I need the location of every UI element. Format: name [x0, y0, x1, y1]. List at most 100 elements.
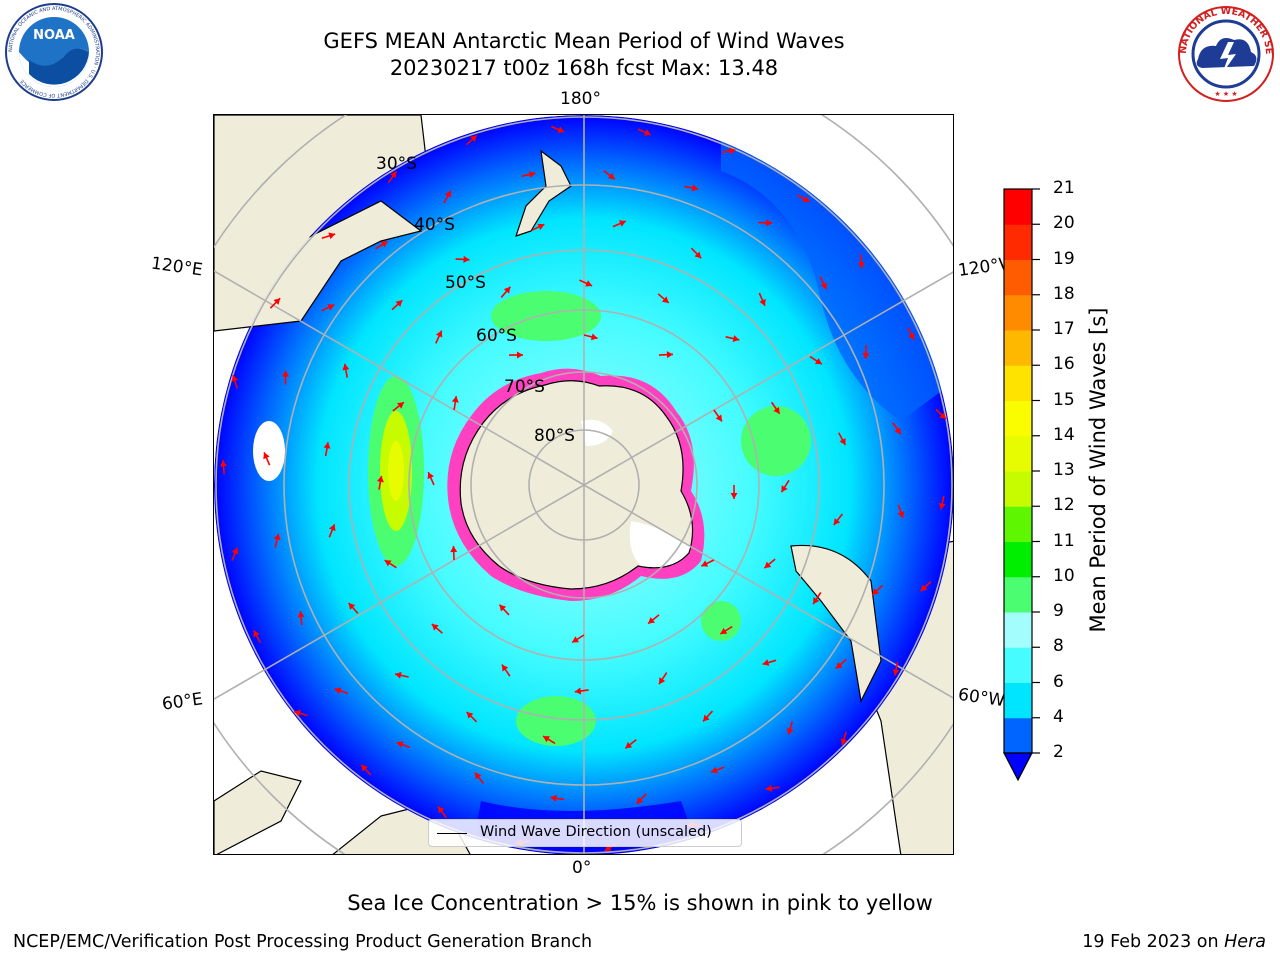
legend-line-sample	[437, 833, 467, 834]
colorbar-tick-label: 21	[1053, 178, 1075, 198]
wave-direction-arrowhead	[437, 806, 445, 814]
colorbar-bin	[1004, 435, 1032, 472]
wind-wave-direction-arrows	[219, 125, 947, 852]
wave-direction-arrowhead	[759, 298, 766, 306]
colorbar-tick-label: 10	[1053, 565, 1075, 586]
wave-direction-arrowhead	[691, 184, 699, 192]
wave-direction-arrowhead	[396, 741, 404, 748]
wave-direction-arrowhead	[342, 363, 350, 371]
wave-direction-arrowhead	[328, 232, 336, 240]
wave-direction-arrowhead	[636, 797, 644, 804]
colorbar-tick-label: 16	[1053, 354, 1075, 375]
wave-direction-arrowhead	[431, 624, 439, 631]
wave-direction-arrowhead	[435, 330, 443, 338]
wave-direction-arrowhead	[503, 286, 511, 294]
lat-label-30s: 30°S	[376, 154, 417, 174]
colorbar-bin	[1004, 365, 1032, 401]
wave-direction-arrowhead	[802, 195, 810, 202]
wave-direction-arrowhead	[282, 370, 290, 377]
colorbar-bin	[1004, 400, 1032, 437]
wave-direction-arrowhead	[862, 352, 870, 359]
wave-direction-arrowhead	[857, 262, 865, 269]
colorbar-tick-label: 4	[1053, 706, 1064, 727]
colorbar-bin	[1004, 294, 1032, 331]
wave-direction-arrowhead	[390, 171, 397, 179]
wave-direction-arrowhead	[470, 135, 477, 142]
wave-direction-arrowhead	[361, 764, 368, 772]
wave-direction-arrowhead	[894, 427, 901, 435]
wave-direction-arrowhead	[786, 728, 794, 735]
wave-direction-arrowhead	[273, 298, 281, 305]
run-host: Hera	[1224, 932, 1266, 952]
run-date-prefix: 19 Feb 2023 on	[1082, 932, 1225, 952]
lon-label-60e: 60°E	[160, 689, 205, 715]
wave-direction-arrowhead	[607, 172, 615, 180]
wave-direction-arrowhead	[730, 493, 738, 499]
colorbar-tick-label: 12	[1053, 495, 1075, 516]
wave-direction-arrowhead	[231, 375, 239, 382]
wave-direction-arrowhead	[557, 126, 565, 133]
colorbar-tick-label: 17	[1053, 319, 1075, 339]
wave-direction-arrowhead	[585, 280, 593, 287]
wave-direction-arrowhead	[814, 357, 822, 365]
wave-direction-arrowhead	[604, 844, 612, 851]
colorbar-bin	[1004, 189, 1032, 225]
lat-label-60s: 60°S	[476, 326, 517, 346]
wave-direction-arrowhead	[444, 190, 451, 198]
wave-direction-arrowhead	[938, 502, 946, 510]
wave-direction-arrowhead	[694, 251, 702, 259]
wave-direction-arrowhead	[327, 304, 335, 311]
wave-direction-arrowhead	[835, 662, 843, 669]
colorbar-under-triangle	[1003, 752, 1033, 782]
colorbar-tick-label: 11	[1053, 530, 1075, 551]
nws-logo: NATIONAL WEATHER SERVICE ★ ★ ★	[1176, 4, 1274, 102]
legend-label: Wind Wave Direction (unscaled)	[480, 824, 712, 840]
colorbar-bin	[1004, 576, 1032, 613]
wave-direction-arrowhead	[263, 452, 270, 460]
wave-direction-arrowhead	[463, 255, 470, 263]
wave-direction-arrowhead	[720, 627, 728, 634]
wave-direction-arrowhead	[618, 220, 626, 227]
wave-direction-arrowhead	[334, 687, 342, 695]
wave-direction-arrowhead	[813, 597, 820, 605]
wave-direction-arrowhead	[219, 460, 227, 467]
map-legend: Wind Wave Direction (unscaled)	[428, 819, 742, 847]
wave-direction-arrowhead	[395, 300, 403, 307]
wave-direction-arrowhead	[715, 414, 722, 422]
wave-direction-arrowhead	[376, 475, 384, 483]
wave-direction-arrowhead	[574, 687, 582, 695]
wave-direction-arrowhead	[543, 736, 551, 743]
colorbar-bin	[1004, 506, 1032, 542]
wave-direction-arrowhead	[892, 668, 900, 676]
wave-direction-arrowhead	[840, 738, 848, 746]
wave-direction-arrowhead	[711, 766, 718, 774]
colorbar-bin	[1004, 541, 1032, 578]
wave-direction-arrowhead	[773, 406, 780, 414]
chart-title: GEFS MEAN Antarctic Mean Period of Wind …	[323, 29, 845, 53]
colorbar-title: Mean Period of Wind Waves [s]	[1086, 307, 1110, 633]
wave-direction-arrowhead	[397, 402, 404, 409]
wave-direction-arrowhead	[572, 636, 580, 643]
wave-direction-arrowhead	[728, 147, 736, 155]
map-panel: 30°S 40°S 50°S 60°S 70°S 80°S Wind Wave …	[213, 114, 954, 855]
wave-direction-arrowhead	[781, 485, 788, 493]
lat-label-50s: 50°S	[445, 273, 486, 293]
colorbar-bin	[1004, 612, 1032, 648]
wave-direction-arrowhead	[762, 659, 770, 666]
wave-direction-arrowhead	[766, 219, 773, 227]
wave-direction-arrowhead	[253, 630, 260, 638]
wave-direction-arrowhead	[450, 546, 458, 553]
wave-direction-arrowhead	[820, 282, 827, 290]
wave-direction-arrowhead	[908, 332, 915, 340]
wave-direction-arrowhead	[703, 714, 710, 722]
wave-direction-arrowhead	[939, 412, 947, 420]
colorbar-bin	[1004, 471, 1032, 507]
colorbar-tick-label: 2	[1053, 742, 1064, 762]
wave-direction-arrowhead	[764, 561, 772, 569]
colorbar	[1003, 188, 1040, 782]
wave-direction-arrowhead	[273, 533, 281, 541]
wave-direction-arrowhead	[765, 784, 773, 792]
lat-label-40s: 40°S	[414, 215, 455, 235]
colorbar-tick-label: 9	[1053, 601, 1064, 621]
wave-direction-arrowhead	[643, 129, 651, 136]
